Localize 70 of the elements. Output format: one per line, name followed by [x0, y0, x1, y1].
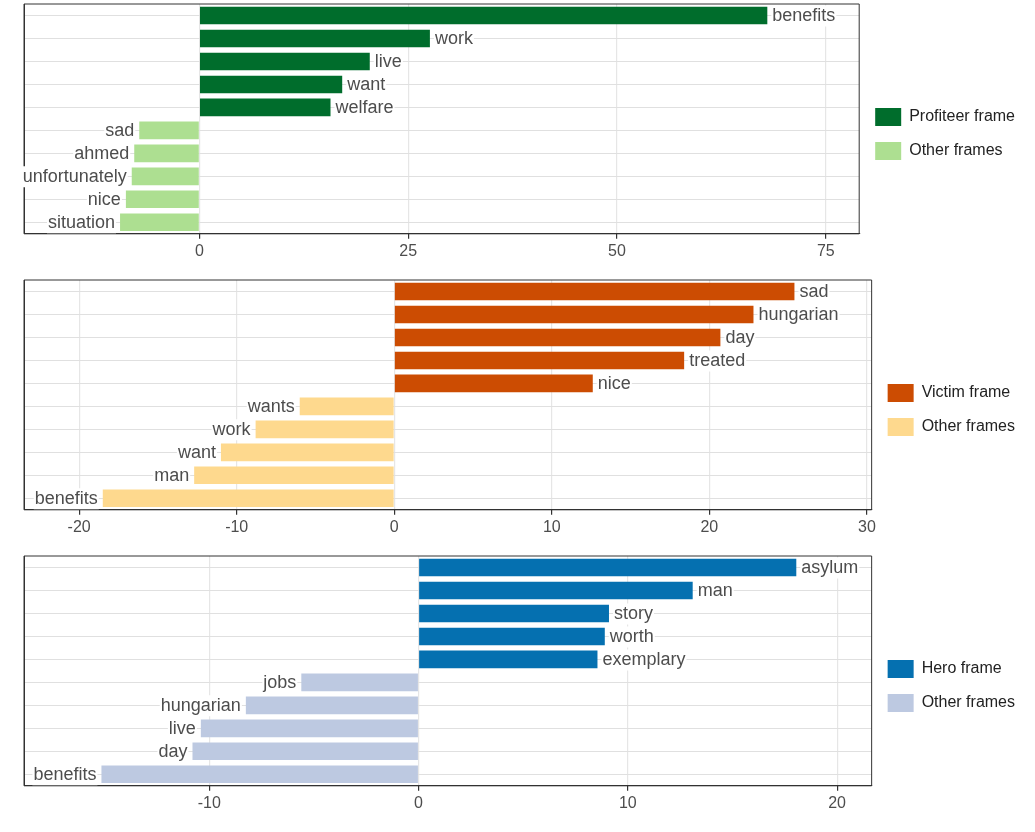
legend-label: Other frames — [909, 141, 1003, 159]
bar — [419, 627, 605, 646]
bar — [220, 443, 394, 462]
legend-label: Profiteer frame — [909, 107, 1016, 125]
x-tick-label: 0 — [414, 793, 424, 811]
category-label: benefits — [33, 764, 97, 785]
category-label: ahmed — [74, 143, 130, 164]
x-tick-label: -10 — [197, 793, 221, 811]
category-label: day — [158, 741, 188, 762]
x-tick-label: 20 — [828, 793, 847, 811]
bar — [255, 420, 394, 439]
x-tick-label: 50 — [608, 241, 626, 259]
bar — [419, 581, 693, 600]
category-label: story — [613, 603, 653, 624]
legend-label: Hero frame — [921, 659, 1002, 677]
bar — [394, 374, 593, 393]
bar — [200, 719, 418, 738]
x-tick-label: 10 — [542, 517, 561, 535]
legend-label: Other frames — [921, 693, 1015, 711]
category-label: exemplary — [602, 649, 686, 670]
category-label: want — [347, 74, 386, 95]
bar — [199, 52, 370, 71]
bar — [199, 98, 331, 117]
bar — [192, 742, 418, 761]
legend-label: Victim frame — [921, 383, 1011, 401]
bar — [419, 604, 609, 623]
x-tick-label: 30 — [858, 517, 876, 535]
category-label: live — [168, 718, 196, 739]
bar — [101, 765, 418, 784]
x-tick-label: -10 — [225, 517, 249, 535]
bar — [245, 696, 418, 715]
category-label: jobs — [263, 672, 297, 693]
bar — [419, 558, 797, 577]
bar — [394, 305, 754, 324]
bar — [394, 351, 685, 370]
bar — [394, 282, 795, 301]
x-tick-label: 0 — [389, 517, 399, 535]
bar — [419, 650, 598, 669]
y-tick-label: wants — [246, 396, 295, 417]
legend-label: Other frames — [921, 417, 1015, 435]
category-label: nice — [87, 189, 121, 210]
x-tick-label: 25 — [399, 241, 418, 259]
bar — [131, 167, 199, 186]
x-tick-label: 75 — [816, 241, 835, 259]
category-label: situation — [48, 212, 116, 233]
x-tick-label: 10 — [618, 793, 637, 811]
bar — [125, 190, 199, 209]
bar — [134, 144, 199, 163]
x-tick-label: -20 — [67, 517, 91, 535]
category-label: work — [434, 28, 473, 49]
bar — [301, 673, 418, 692]
category-label: live — [374, 51, 402, 72]
x-tick-label: 0 — [194, 241, 204, 259]
bar — [199, 75, 343, 94]
bar — [199, 6, 768, 25]
x-tick-label: 20 — [700, 517, 719, 535]
bar — [194, 466, 394, 485]
bar — [394, 328, 721, 347]
bar — [102, 489, 394, 508]
bar — [199, 29, 430, 48]
category-label: worth — [609, 626, 654, 647]
bar — [120, 213, 199, 232]
y-tick-label: treated — [689, 350, 746, 371]
category-label: sad — [105, 120, 135, 141]
category-label: asylum — [801, 557, 859, 578]
bar — [139, 121, 199, 140]
category-label: welfare — [335, 97, 394, 118]
category-label: unfortunately — [22, 166, 127, 187]
bar — [299, 397, 394, 416]
category-label: man — [697, 580, 733, 601]
